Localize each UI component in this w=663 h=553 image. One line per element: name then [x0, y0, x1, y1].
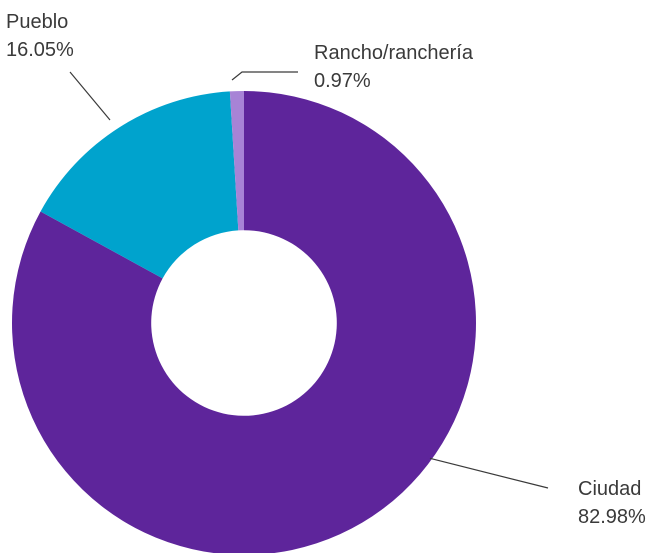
slice-rancho-rancher-a: [229, 91, 244, 231]
label-rancho-name: Rancho/ranchería: [314, 42, 474, 64]
label-pueblo-name: Pueblo: [6, 11, 68, 33]
slices-group: [12, 91, 476, 553]
leader-line-rancho-rancher-a: [231, 71, 298, 81]
slice-pueblo: [40, 91, 239, 279]
label-pueblo-value: 16.05%: [6, 39, 74, 61]
leader-line-ciudad: [429, 457, 549, 489]
slice-ciudad: [12, 91, 476, 553]
label-ciudad-name: Ciudad: [578, 478, 641, 500]
leader-lines-group: [69, 71, 549, 489]
leader-line-pueblo: [69, 71, 111, 121]
labels-group: Pueblo 16.05% Rancho/ranchería 0.97% Ciu…: [6, 11, 646, 528]
label-ciudad-value: 82.98%: [578, 506, 646, 528]
label-rancho-value: 0.97%: [314, 70, 371, 92]
